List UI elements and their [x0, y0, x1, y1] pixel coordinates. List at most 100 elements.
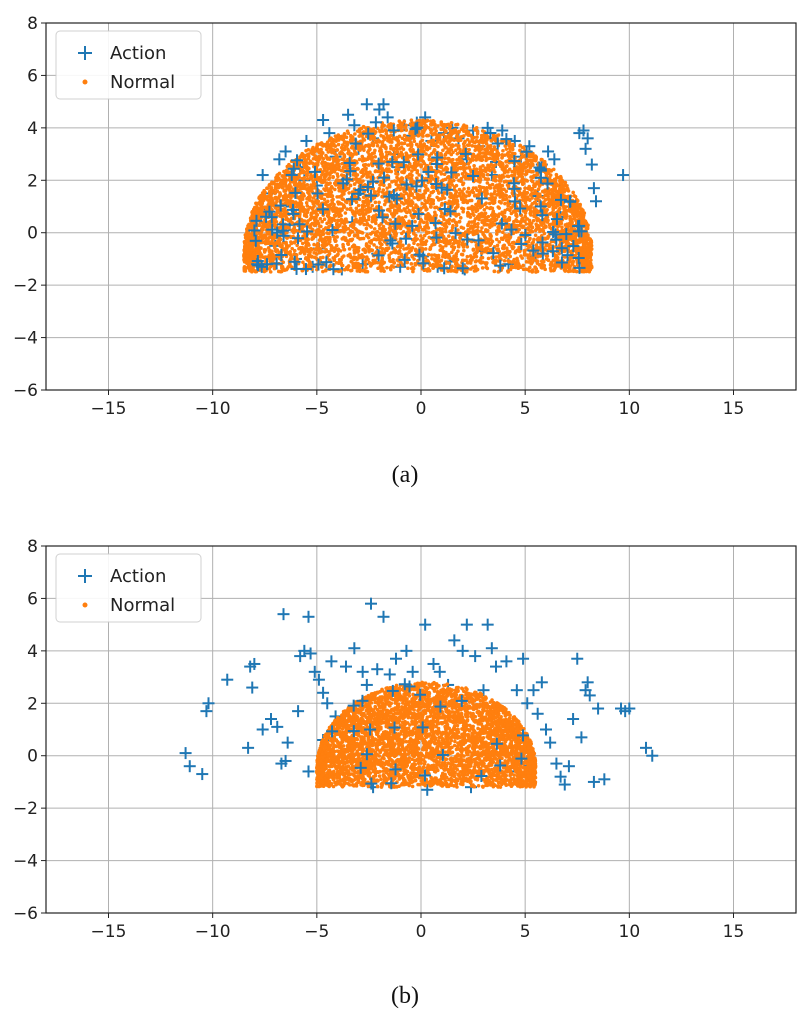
normal-point	[413, 158, 418, 163]
normal-point	[562, 213, 567, 217]
normal-point	[548, 225, 552, 230]
normal-point	[507, 195, 512, 199]
normal-point	[507, 167, 512, 172]
normal-point	[263, 190, 267, 195]
normal-point	[262, 250, 267, 254]
normal-point	[414, 233, 418, 238]
normal-point	[350, 244, 355, 249]
normal-point	[282, 177, 287, 182]
normal-point	[311, 181, 316, 185]
normal-point	[401, 229, 406, 234]
normal-point	[310, 237, 314, 241]
normal-point	[361, 208, 366, 213]
normal-point	[267, 235, 272, 240]
normal-point	[485, 205, 489, 210]
normal-point	[425, 220, 429, 225]
normal-point	[289, 241, 294, 246]
normal-point	[473, 128, 478, 132]
normal-point	[502, 218, 506, 223]
normal-point	[493, 189, 497, 194]
normal-point	[344, 217, 348, 221]
normal-point	[563, 183, 567, 188]
normal-point	[436, 233, 441, 238]
normal-point	[375, 143, 380, 148]
normal-point	[327, 176, 332, 180]
normal-point	[334, 243, 339, 248]
normal-point	[461, 207, 466, 211]
normal-point	[523, 248, 527, 253]
normal-point	[429, 253, 434, 257]
normal-point	[483, 211, 487, 216]
normal-point	[305, 169, 310, 173]
normal-point	[480, 266, 485, 270]
normal-point	[313, 186, 317, 190]
normal-point	[354, 200, 359, 205]
normal-point	[331, 159, 336, 163]
action-point	[348, 119, 361, 132]
normal-point	[306, 207, 310, 212]
normal-point	[384, 150, 389, 154]
normal-point	[491, 215, 496, 219]
normal-point	[302, 213, 307, 218]
normal-point	[417, 118, 422, 123]
normal-point	[551, 214, 556, 218]
normal-point	[318, 167, 323, 172]
normal-point	[353, 150, 357, 154]
normal-point	[274, 219, 279, 224]
normal-point	[362, 247, 367, 252]
normal-point	[532, 258, 537, 262]
normal-point	[442, 137, 446, 142]
normal-point	[385, 186, 389, 190]
normal-point	[350, 135, 355, 139]
normal-point	[462, 129, 466, 133]
normal-point	[311, 211, 315, 215]
normal-point	[444, 243, 448, 248]
normal-point	[350, 237, 355, 242]
normal-point	[466, 156, 471, 161]
normal-point	[245, 227, 249, 231]
normal-point	[431, 199, 435, 203]
normal-point	[339, 193, 344, 198]
normal-point	[406, 266, 410, 271]
normal-point	[506, 203, 510, 208]
normal-point	[394, 179, 399, 184]
normal-point	[382, 269, 386, 273]
normal-point	[293, 176, 297, 181]
normal-point	[474, 206, 479, 210]
normal-point	[551, 222, 556, 227]
normal-point	[377, 223, 382, 228]
normal-point	[534, 155, 539, 160]
normal-point	[273, 196, 278, 201]
normal-point	[388, 266, 393, 270]
normal-point	[483, 153, 488, 157]
normal-point	[455, 122, 460, 127]
normal-point	[539, 157, 544, 162]
normal-point	[419, 234, 423, 238]
normal-point	[565, 196, 570, 200]
normal-point	[566, 208, 571, 213]
normal-point	[266, 241, 270, 246]
normal-point	[536, 217, 540, 221]
normal-point	[307, 255, 311, 259]
normal-point	[315, 148, 320, 153]
normal-point	[500, 173, 505, 178]
normal-point	[571, 190, 575, 195]
normal-point	[437, 137, 441, 142]
normal-point	[377, 200, 381, 205]
normal-point	[369, 155, 374, 159]
normal-point	[447, 261, 451, 265]
normal-point	[346, 226, 351, 231]
normal-point	[411, 269, 415, 274]
action-point	[579, 142, 592, 155]
normal-point	[419, 206, 423, 211]
normal-point	[486, 135, 491, 140]
normal-point	[454, 148, 458, 153]
normal-point	[563, 216, 567, 220]
normal-point	[356, 147, 361, 151]
normal-point	[312, 204, 316, 208]
normal-point	[298, 200, 302, 205]
normal-point	[455, 257, 460, 262]
normal-point	[498, 195, 502, 199]
normal-point	[472, 252, 477, 256]
normal-point	[327, 250, 331, 254]
